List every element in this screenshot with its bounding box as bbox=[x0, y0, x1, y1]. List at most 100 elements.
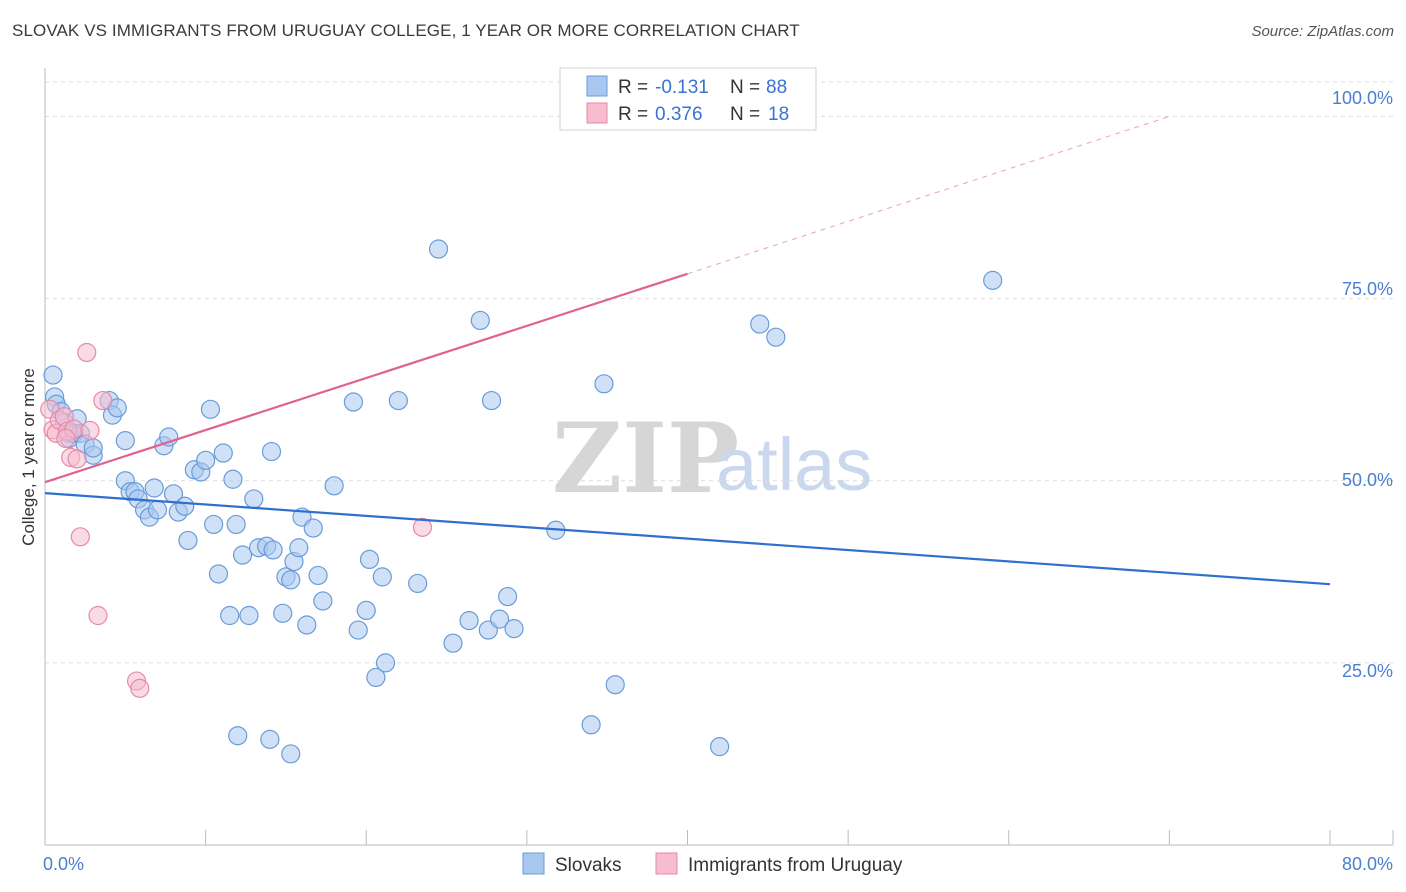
slovaks-point-68 bbox=[428, 239, 449, 259]
bottom-legend-label-slovaks: Slovaks bbox=[555, 855, 622, 876]
slovaks-point-37 bbox=[213, 443, 233, 463]
slovaks-point-50 bbox=[281, 570, 301, 590]
slovaks-point-80 bbox=[605, 675, 625, 695]
slovaks-point-43 bbox=[244, 489, 264, 509]
slovaks-point-42 bbox=[239, 605, 259, 626]
legend-r-value-slovaks: -0.131 bbox=[655, 77, 709, 98]
trend-lines bbox=[44, 115, 1331, 586]
slovaks-point-63 bbox=[366, 667, 386, 688]
slovaks-point-36 bbox=[208, 564, 229, 584]
slovaks-point-60 bbox=[348, 620, 368, 640]
uruguay-point-16 bbox=[80, 420, 100, 441]
legend: R = -0.131 N = 88 R = 0.376 N = 18 bbox=[559, 67, 817, 131]
slovaks-point-82 bbox=[750, 314, 770, 334]
slovaks-point-55 bbox=[303, 518, 323, 538]
uruguay-point-17 bbox=[412, 517, 433, 537]
legend-n-label-slovaks: N = bbox=[730, 77, 760, 98]
slovaks-point-33 bbox=[196, 450, 216, 470]
y-tick-label-100: 100.0% bbox=[1332, 88, 1393, 108]
slovaks-point-65 bbox=[375, 653, 396, 673]
bottom-legend-swatch-slovaks bbox=[522, 852, 545, 875]
slovaks-point-83 bbox=[766, 327, 786, 347]
slovaks-point-41 bbox=[232, 545, 253, 565]
slovaks-point-66 bbox=[388, 390, 408, 411]
y-tick-label-75: 75.0% bbox=[1342, 279, 1393, 299]
slovaks-point-76 bbox=[504, 619, 524, 639]
legend-swatch-uruguay bbox=[586, 102, 608, 124]
slovaks-point-70 bbox=[459, 610, 479, 631]
slovaks-point-47 bbox=[263, 540, 283, 560]
slovaks-point-52 bbox=[289, 538, 309, 558]
uruguay-point-11 bbox=[88, 605, 108, 626]
legend-r-label-slovaks: R = bbox=[618, 77, 648, 98]
slovaks-point-12 bbox=[83, 438, 103, 458]
y-tick-label-25: 25.0% bbox=[1342, 661, 1393, 681]
slovaks-point-81 bbox=[710, 737, 730, 757]
slovaks-point-16 bbox=[115, 431, 135, 451]
slovaks-point-84 bbox=[983, 270, 1003, 290]
slovaks-point-73 bbox=[481, 390, 502, 411]
chart-title: SLOVAK VS IMMIGRANTS FROM URUGUAY COLLEG… bbox=[12, 21, 800, 40]
slovaks-point-30 bbox=[178, 530, 198, 551]
uruguay-point-9 bbox=[70, 527, 90, 547]
legend-swatch-slovaks bbox=[586, 75, 608, 97]
legend-r-label-uruguay: R = bbox=[618, 104, 648, 125]
x-tick-label-min: 0.0% bbox=[43, 854, 84, 874]
bottom-legend: Slovaks Immigrants from Uruguay bbox=[522, 852, 903, 876]
slovaks-point-46 bbox=[261, 441, 282, 462]
slovaks-point-23 bbox=[144, 478, 164, 498]
slovaks-point-67 bbox=[408, 573, 428, 594]
watermark-zip: ZIP bbox=[552, 402, 739, 515]
uruguay-point-14 bbox=[130, 678, 150, 698]
slovaks-point-85 bbox=[228, 726, 248, 746]
trend-line-slovaks bbox=[44, 492, 1331, 586]
x-axis-ticks bbox=[44, 830, 1394, 845]
legend-n-value-slovaks: 88 bbox=[766, 77, 787, 98]
y-tick-label-50: 50.0% bbox=[1342, 470, 1393, 490]
series-slovaks-points bbox=[43, 239, 1003, 764]
slovaks-point-64 bbox=[372, 567, 392, 587]
slovaks-point-38 bbox=[220, 605, 240, 626]
slovaks-point-69 bbox=[443, 633, 463, 653]
slovaks-point-54 bbox=[297, 615, 317, 635]
bottom-legend-label-uruguay: Immigrants from Uruguay bbox=[688, 855, 903, 876]
slovaks-point-87 bbox=[281, 744, 301, 764]
slovaks-point-62 bbox=[359, 549, 380, 570]
y-axis-title: College, 1 year or more bbox=[19, 368, 38, 546]
legend-r-value-uruguay: 0.376 bbox=[655, 104, 703, 125]
slovaks-point-56 bbox=[308, 565, 328, 586]
slovaks-point-74 bbox=[489, 609, 510, 629]
slovaks-point-75 bbox=[498, 586, 518, 607]
legend-n-value-uruguay: 18 bbox=[768, 104, 789, 125]
watermark-atlas: atlas bbox=[716, 423, 872, 506]
slovaks-point-24 bbox=[147, 500, 168, 520]
slovaks-point-40 bbox=[226, 514, 246, 535]
trend-line-uruguay-extended bbox=[687, 115, 1170, 275]
source-credit: Source: ZipAtlas.com bbox=[1251, 23, 1394, 40]
slovaks-point-48 bbox=[273, 603, 293, 623]
uruguay-point-10 bbox=[77, 342, 97, 363]
slovaks-point-39 bbox=[223, 469, 243, 489]
uruguay-point-15 bbox=[56, 428, 76, 449]
trend-line-uruguay bbox=[44, 272, 688, 484]
slovaks-point-79 bbox=[594, 374, 614, 394]
bottom-legend-swatch-uruguay bbox=[655, 852, 678, 875]
slovaks-point-57 bbox=[313, 591, 333, 611]
slovaks-point-71 bbox=[470, 310, 490, 331]
x-tick-label-max: 80.0% bbox=[1342, 854, 1393, 874]
slovaks-point-0 bbox=[43, 365, 63, 385]
uruguay-point-8 bbox=[67, 449, 87, 469]
slovaks-point-59 bbox=[343, 392, 363, 412]
gridlines bbox=[45, 81, 1393, 664]
slovaks-point-35 bbox=[204, 514, 224, 535]
slovaks-point-61 bbox=[356, 600, 376, 621]
slovaks-point-58 bbox=[324, 476, 344, 496]
slovaks-point-86 bbox=[260, 729, 280, 749]
series-uruguay-points bbox=[40, 342, 433, 698]
legend-n-label-uruguay: N = bbox=[730, 104, 760, 125]
slovaks-point-78 bbox=[581, 715, 601, 735]
slovaks-point-34 bbox=[200, 399, 221, 419]
slovaks-point-29 bbox=[175, 496, 195, 516]
y-tick-labels: 100.0% 75.0% 50.0% 25.0% bbox=[1332, 88, 1393, 681]
